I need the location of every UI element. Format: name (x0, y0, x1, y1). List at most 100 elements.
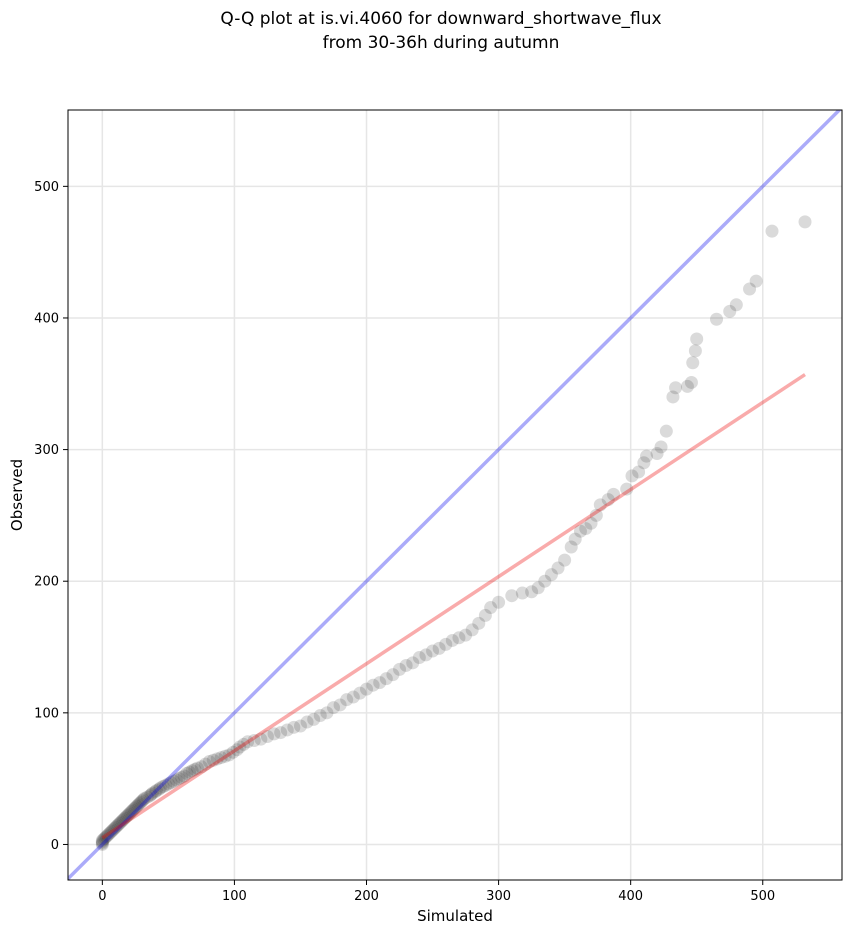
data-point (579, 522, 593, 536)
data-point (97, 832, 111, 846)
data-point (515, 586, 529, 600)
data-point (136, 793, 150, 807)
data-point (188, 762, 202, 776)
data-point (729, 298, 743, 312)
data-point (669, 381, 683, 395)
data-point (280, 723, 294, 737)
data-point (558, 553, 572, 567)
data-point (122, 807, 136, 821)
data-point (584, 516, 598, 530)
data-point (183, 765, 197, 779)
data-point (123, 806, 137, 820)
data-point (152, 782, 166, 796)
data-point (175, 770, 189, 784)
data-point (143, 789, 157, 803)
data-point (132, 797, 146, 811)
data-point (300, 715, 314, 729)
data-point (128, 801, 142, 815)
data-point (680, 379, 694, 393)
data-point (230, 743, 244, 757)
data-point (531, 581, 545, 595)
data-point (177, 769, 191, 783)
data-point (138, 791, 152, 805)
data-point (379, 672, 393, 686)
data-point (148, 785, 162, 799)
data-point (190, 761, 204, 775)
data-point (113, 816, 127, 830)
data-point (625, 469, 639, 483)
data-point (99, 830, 113, 844)
chart-title-line2: from 30-36h during autumn (323, 33, 560, 53)
data-point (167, 774, 181, 788)
data-point (109, 820, 123, 834)
chart-title-line1: Q-Q plot at is.vi.4060 for downward_shor… (220, 9, 661, 29)
data-point (106, 823, 120, 837)
plot-area (68, 110, 842, 880)
data-point (654, 440, 668, 454)
data-point (593, 498, 607, 512)
data-point (254, 732, 268, 746)
data-point (134, 795, 148, 809)
data-point (185, 764, 199, 778)
axes-frame (67, 109, 843, 881)
data-point (386, 668, 400, 682)
data-point (637, 456, 651, 470)
data-point (226, 745, 240, 759)
y-tick-label: 300 (34, 443, 59, 458)
x-tick-label: 300 (486, 889, 511, 904)
data-point (445, 633, 459, 647)
data-point (172, 772, 186, 786)
data-point (267, 727, 281, 741)
fit-line (101, 373, 806, 840)
data-point (688, 344, 702, 358)
data-point (131, 798, 145, 812)
x-tick-label: 500 (750, 889, 775, 904)
data-point (241, 735, 255, 749)
y-tick-label: 0 (51, 838, 59, 853)
data-point (765, 224, 779, 238)
data-point (119, 810, 133, 824)
data-point (492, 595, 506, 609)
data-point (589, 508, 603, 522)
data-point (114, 815, 128, 829)
data-point (684, 375, 698, 389)
data-point (169, 773, 183, 787)
data-point (103, 826, 117, 840)
data-point (601, 493, 615, 507)
data-point (710, 312, 724, 326)
data-point (313, 708, 327, 722)
data-point (124, 805, 138, 819)
data-point (247, 733, 261, 747)
data-point (659, 424, 673, 438)
data-point (116, 812, 130, 826)
data-point (538, 574, 552, 588)
data-point (632, 465, 646, 479)
data-point (426, 644, 440, 658)
data-point (126, 803, 140, 817)
data-point (439, 637, 453, 651)
data-point (180, 766, 194, 780)
data-point (95, 837, 109, 851)
data-point (573, 524, 587, 538)
data-point (135, 794, 149, 808)
data-point (373, 676, 387, 690)
data-point (459, 628, 473, 642)
data-point (640, 449, 654, 463)
data-point (320, 706, 334, 720)
data-point (95, 835, 109, 849)
data-point (146, 786, 160, 800)
data-point (274, 726, 288, 740)
ticks: 0 100 200 300 400 500 0 100 200 300 400 500 (34, 180, 775, 904)
data-point (419, 648, 433, 662)
data-point (650, 447, 664, 461)
data-point (346, 690, 360, 704)
data-point (798, 215, 812, 229)
data-point (198, 757, 212, 771)
data-point (102, 827, 116, 841)
data-point (202, 755, 216, 769)
data-point (743, 282, 757, 296)
grid (68, 110, 842, 880)
data-point (164, 776, 178, 790)
data-point (101, 828, 115, 842)
